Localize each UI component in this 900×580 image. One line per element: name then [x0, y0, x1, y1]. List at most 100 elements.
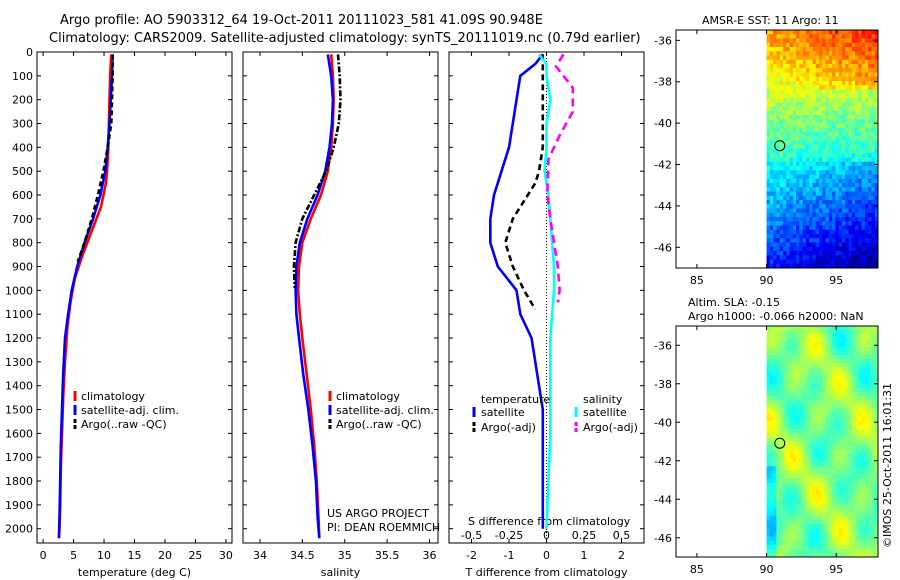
map-cell: [773, 106, 777, 112]
map-cell: [766, 342, 771, 348]
map-cell: [835, 420, 840, 426]
map-cell: [825, 110, 830, 116]
map-cell: [786, 433, 790, 438]
map-cell: [819, 42, 823, 48]
map-cell: [799, 161, 804, 167]
map-cell: [786, 229, 790, 235]
map-cell: [832, 449, 836, 455]
map-cell: [773, 183, 777, 188]
map-cell: [858, 76, 863, 82]
map-cell: [809, 89, 813, 95]
map-cell: [792, 540, 797, 546]
map-cell: [871, 200, 876, 205]
map-cell: [851, 68, 856, 73]
map-cell: [822, 38, 826, 44]
map-cell: [786, 119, 790, 124]
map-cell: [769, 81, 774, 86]
map-cell: [868, 132, 872, 137]
map-cell: [819, 200, 823, 205]
map-cell: [809, 495, 813, 500]
map-cell: [769, 412, 774, 418]
map-cell: [825, 412, 830, 418]
map-cell: [766, 98, 771, 103]
map-cell: [802, 387, 807, 393]
map-cell: [779, 474, 784, 480]
map-cell: [815, 540, 820, 546]
map-cell: [825, 346, 830, 352]
map-cell: [809, 217, 813, 222]
map-cell: [786, 191, 790, 197]
map-cell: [861, 462, 866, 467]
map-cell: [835, 42, 840, 48]
map-y-tick-label: -36: [654, 339, 672, 352]
map-cell: [848, 191, 853, 197]
map-cell: [825, 55, 830, 61]
map-cell: [871, 363, 876, 368]
map-cell: [841, 342, 846, 348]
map-cell: [855, 234, 859, 239]
map-cell: [832, 342, 836, 348]
map-cell: [848, 532, 853, 537]
map-cell: [805, 225, 810, 231]
map-cell: [786, 166, 790, 171]
map-cell: [819, 524, 823, 529]
map-cell: [773, 81, 777, 86]
map-cell: [819, 466, 823, 471]
map-cell: [805, 212, 810, 218]
map-cell: [805, 338, 810, 343]
map-cell: [825, 420, 830, 426]
map-cell: [819, 47, 823, 52]
map-cell: [845, 400, 849, 405]
map-cell: [819, 330, 823, 335]
map-cell: [792, 387, 797, 393]
map-cell: [848, 441, 853, 447]
map-cell: [815, 68, 820, 73]
map-cell: [779, 404, 784, 409]
map-cell: [841, 242, 846, 248]
map-cell: [874, 140, 879, 146]
map-cell: [802, 449, 807, 455]
map-cell: [861, 144, 866, 150]
map-cell: [858, 437, 863, 442]
map-cell: [871, 136, 876, 141]
map-cell: [825, 93, 830, 99]
map-cell: [776, 72, 781, 78]
map-cell: [802, 51, 807, 56]
map-cell: [855, 425, 859, 430]
map-cell: [802, 217, 807, 222]
map-cell: [845, 221, 849, 226]
map-cell: [766, 441, 771, 447]
map-cell: [858, 115, 863, 120]
map-cell: [812, 47, 817, 52]
map-cell: [871, 400, 876, 405]
map-cell: [786, 208, 790, 214]
map-cell: [805, 470, 810, 475]
x-tick-label: 34.5: [290, 549, 315, 562]
map-cell: [779, 119, 784, 124]
map-cell: [841, 466, 846, 471]
map-cell: [825, 115, 830, 120]
map-cell: [782, 200, 787, 205]
map-cell: [799, 499, 804, 504]
map-cell: [802, 458, 807, 463]
map-cell: [782, 511, 787, 517]
x-tick-label: 36: [423, 549, 437, 562]
map-cell: [819, 178, 823, 184]
x-tick-label: 10: [97, 549, 111, 562]
map-cell: [789, 166, 794, 171]
map-cell: [799, 85, 804, 90]
map-cell: [864, 229, 869, 235]
series-line: [57, 54, 114, 539]
map-cell: [796, 412, 800, 418]
y-tick-label: 1800: [5, 475, 33, 488]
map-cell: [792, 115, 797, 120]
map-cell: [805, 478, 810, 484]
map-cell: [786, 98, 790, 103]
map-cell: [812, 89, 817, 95]
map-cell: [838, 47, 843, 52]
map-cell: [855, 383, 859, 389]
map-cell: [782, 30, 787, 35]
map-cell: [825, 106, 830, 112]
map-cell: [819, 387, 823, 393]
map-cell: [858, 330, 863, 335]
